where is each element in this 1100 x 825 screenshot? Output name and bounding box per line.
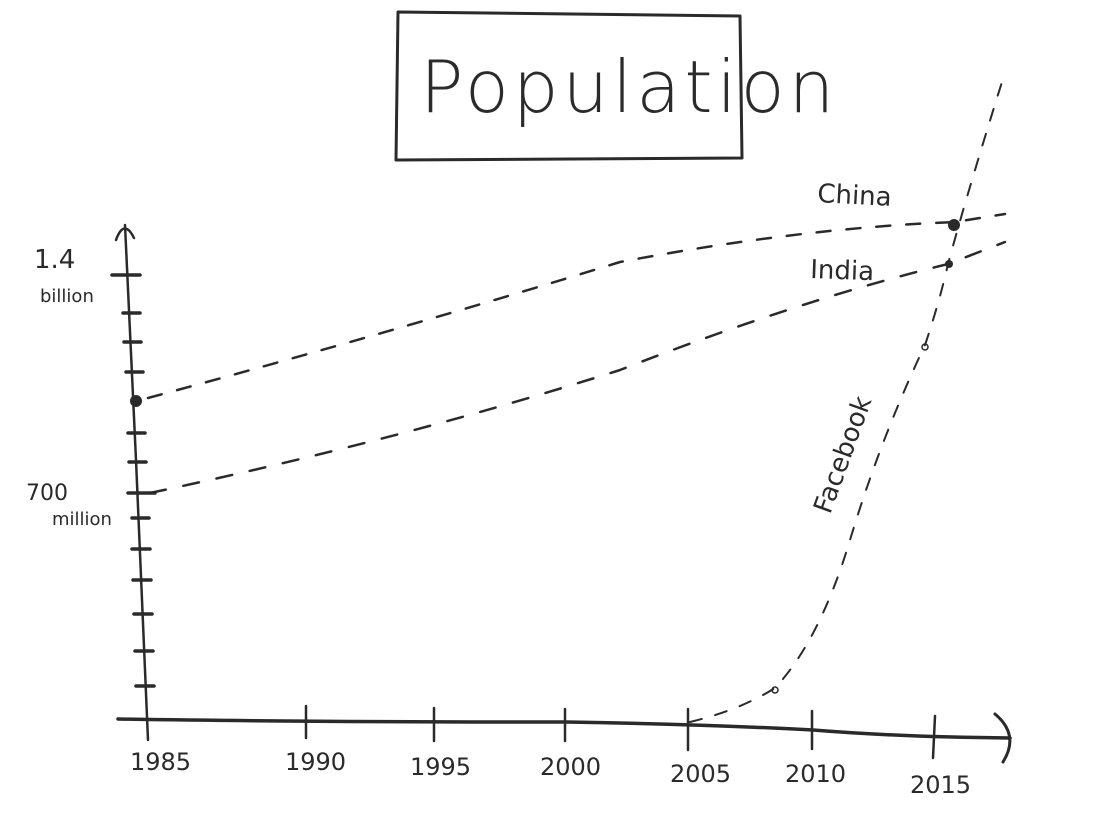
x-tick-labels: 1985 1990 1995 2000 2005 2010 2015 bbox=[130, 748, 971, 799]
x-label-1985: 1985 bbox=[130, 748, 191, 776]
x-axis bbox=[116, 704, 1012, 764]
series-india-line bbox=[148, 240, 1007, 495]
x-label-2015: 2015 bbox=[910, 771, 971, 799]
x-axis-ticks bbox=[304, 704, 937, 760]
y-axis-ticks bbox=[110, 273, 157, 688]
label-china: China bbox=[817, 179, 893, 213]
china-facebook-intersection bbox=[948, 219, 960, 231]
x-label-1990: 1990 bbox=[285, 748, 346, 776]
y-axis-arrow-icon bbox=[114, 227, 136, 242]
china-start-dot bbox=[130, 395, 142, 407]
x-label-2000: 2000 bbox=[540, 753, 601, 781]
y-label-billion: billion bbox=[40, 286, 94, 307]
x-label-2010: 2010 bbox=[785, 760, 846, 788]
chart-title: Population bbox=[420, 45, 838, 129]
x-axis-arrow-icon bbox=[993, 712, 1012, 764]
title-box: Population bbox=[394, 10, 838, 162]
series-facebook-line bbox=[689, 81, 1003, 723]
y-label-million: million bbox=[52, 509, 112, 530]
label-india: India bbox=[810, 255, 875, 287]
label-facebook: Facebook bbox=[808, 392, 878, 517]
x-label-2005: 2005 bbox=[670, 760, 731, 788]
x-label-1995: 1995 bbox=[410, 753, 471, 781]
y-label-1-4: 1.4 bbox=[34, 245, 75, 275]
y-label-700: 700 bbox=[26, 481, 68, 506]
series-china-line bbox=[146, 212, 1007, 400]
y-axis bbox=[110, 223, 157, 742]
